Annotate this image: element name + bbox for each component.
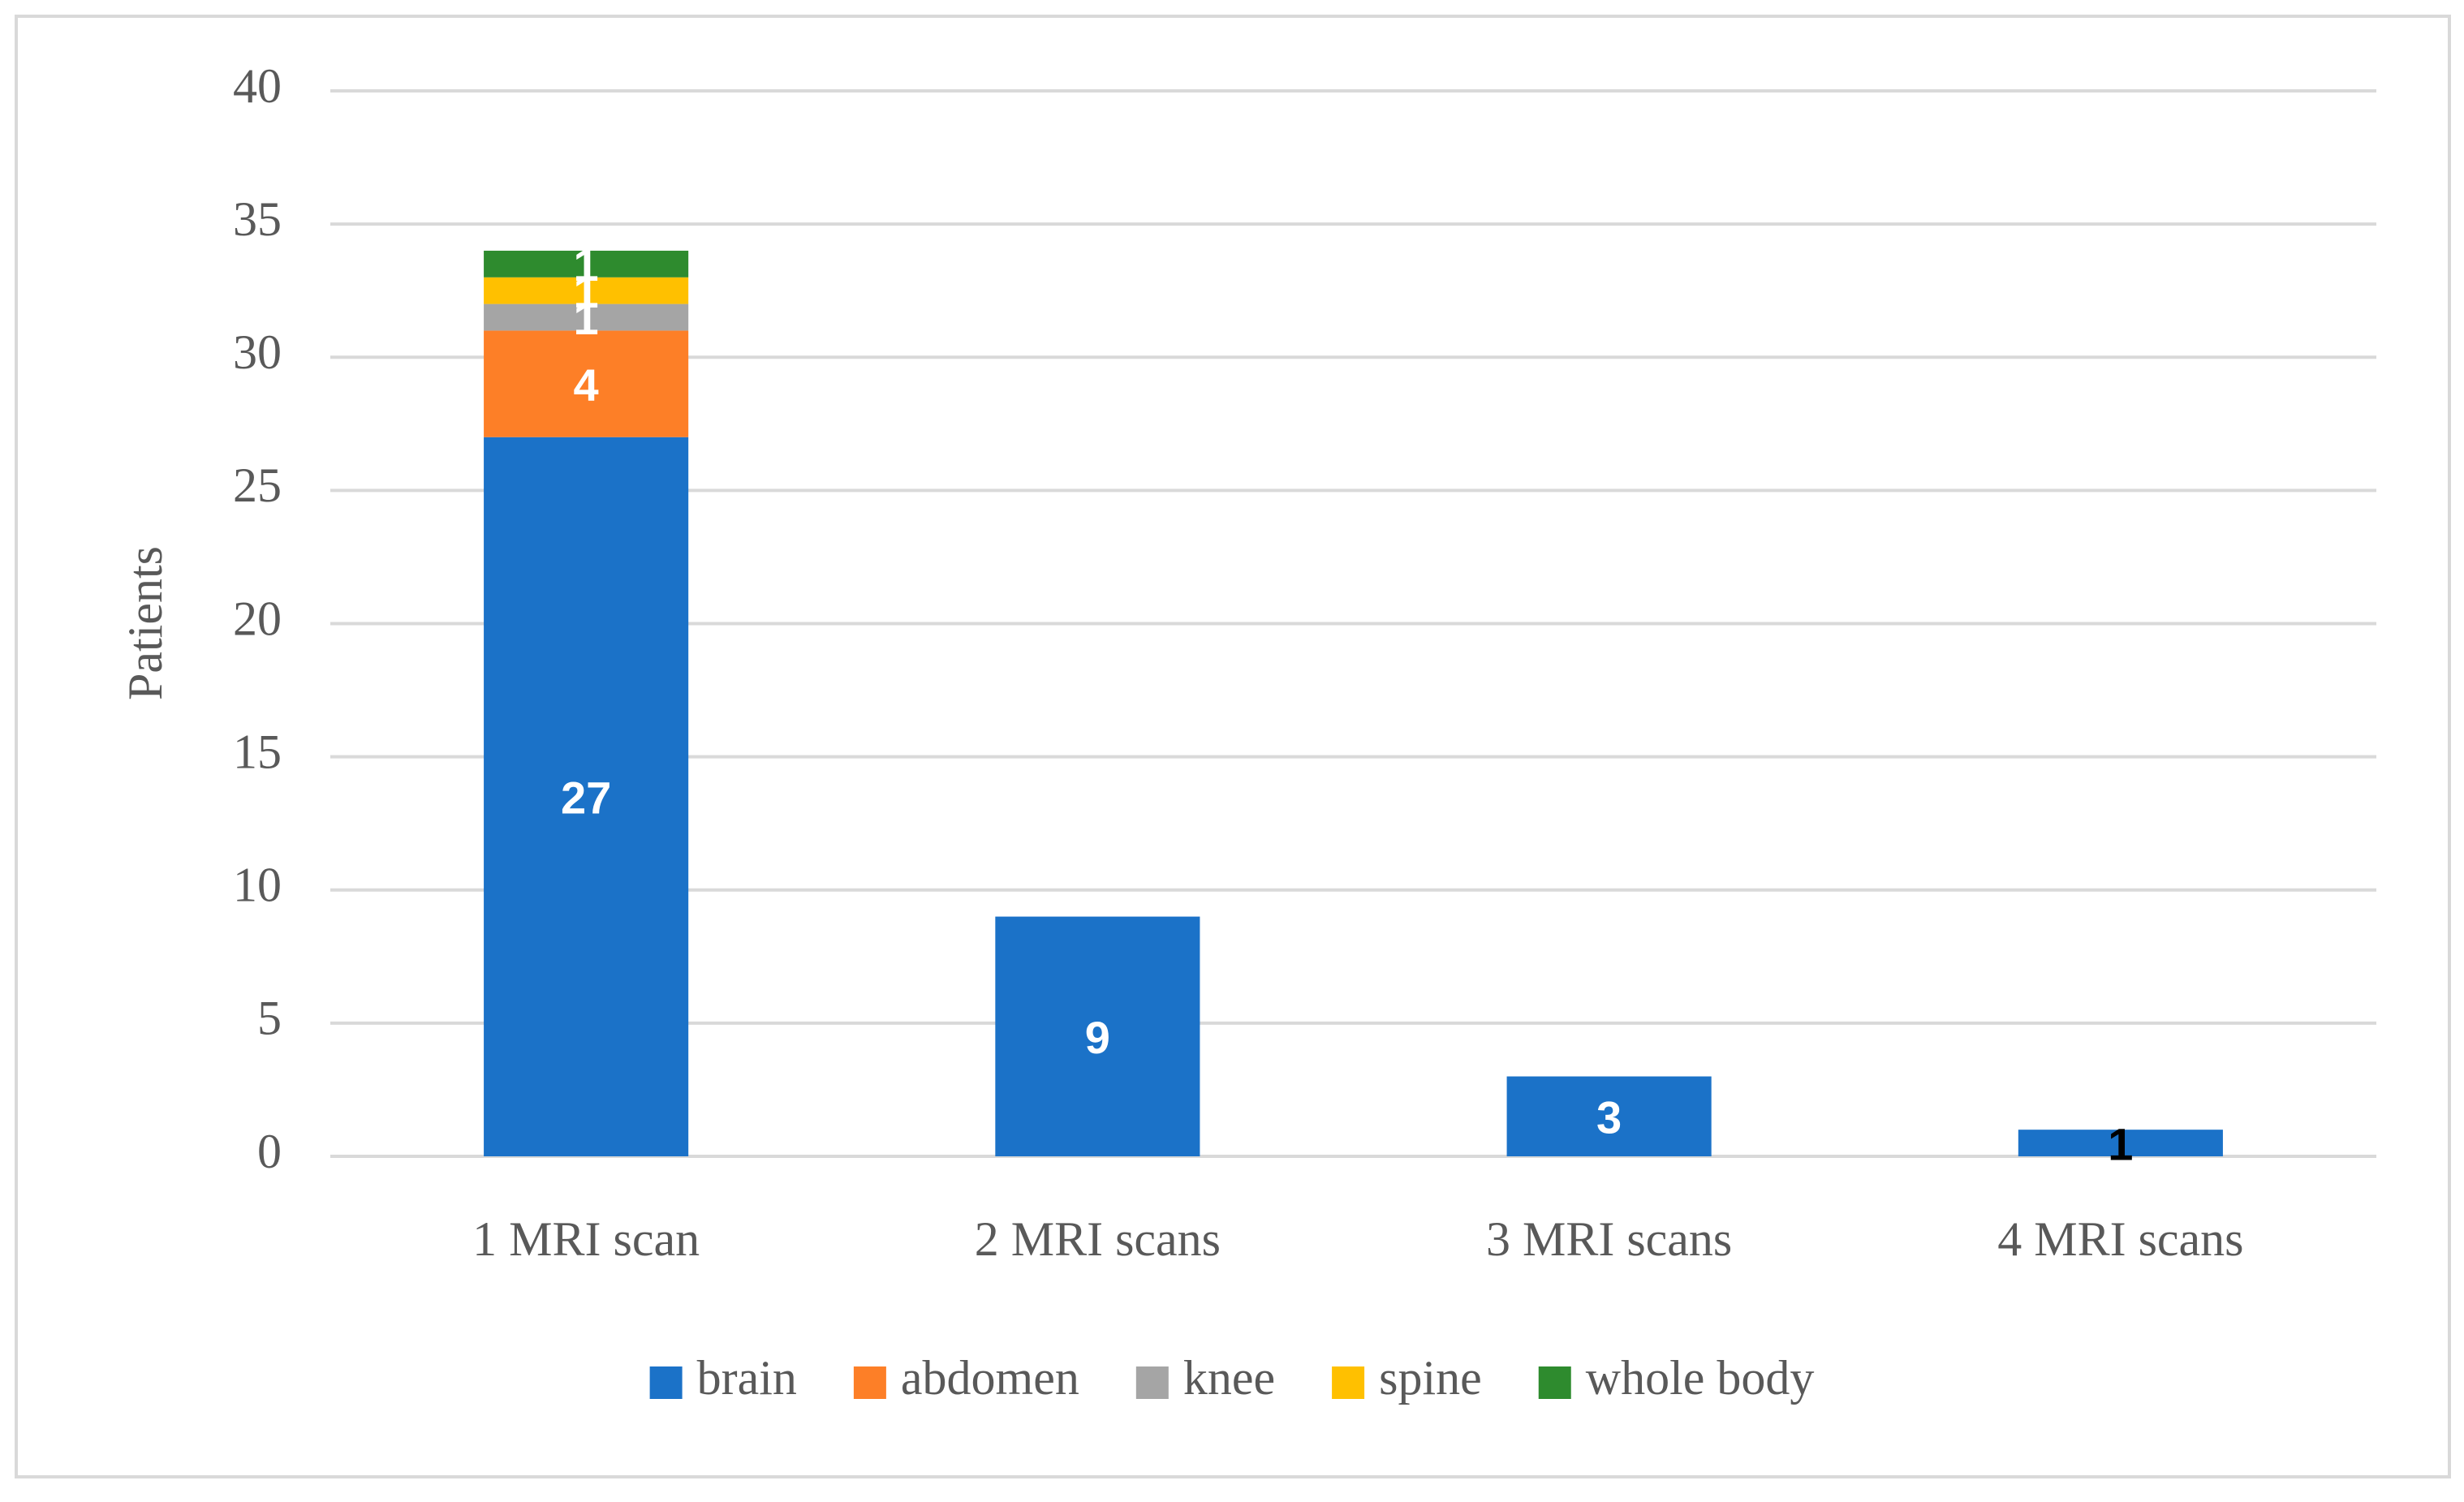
chart-frame [15, 15, 2451, 1478]
legend-label: brain [697, 1351, 797, 1405]
data-label: 3 [1596, 1092, 1622, 1143]
legend-label: spine [1379, 1351, 1482, 1405]
bar-segment [484, 303, 689, 331]
x-tick-label: 2 MRI scans [975, 1212, 1221, 1266]
y-tick-label: 10 [233, 859, 282, 912]
legend-swatch [1135, 1366, 1169, 1399]
bar-segment [1506, 1076, 1712, 1156]
y-tick-label: 20 [233, 592, 282, 645]
y-tick-label: 5 [257, 992, 282, 1045]
y-tick-label: 30 [233, 325, 282, 379]
y-axis-label: Patients [118, 546, 172, 700]
bar-segment [484, 250, 689, 278]
y-tick-label: 15 [233, 725, 282, 778]
y-tick-label: 25 [233, 458, 282, 512]
legend-swatch [649, 1366, 683, 1399]
x-tick-label: 4 MRI scans [1997, 1212, 2243, 1266]
data-label: 1 [2108, 1118, 2133, 1169]
x-tick-label: 1 MRI scan [472, 1212, 700, 1266]
bar-segment [484, 277, 689, 304]
legend-swatch [853, 1366, 886, 1399]
legend-label: knee [1183, 1351, 1275, 1405]
data-label: 4 [574, 359, 599, 411]
legend-label: whole body [1586, 1351, 1815, 1405]
bar-segment [484, 330, 689, 437]
bar-segment [995, 916, 1200, 1156]
y-tick-label: 35 [233, 192, 282, 246]
data-label: 27 [561, 773, 611, 824]
legend-swatch [1538, 1366, 1571, 1399]
legend-swatch [1332, 1366, 1365, 1399]
bar-segment [2018, 1130, 2223, 1156]
y-tick-label: 40 [233, 59, 282, 113]
data-label: 9 [1085, 1012, 1110, 1063]
legend-label: abdomen [901, 1351, 1079, 1405]
y-tick-label: 0 [257, 1125, 282, 1178]
x-tick-label: 3 MRI scans [1486, 1212, 1732, 1266]
data-label: 1 [574, 239, 599, 291]
bar-segment [484, 437, 689, 1156]
